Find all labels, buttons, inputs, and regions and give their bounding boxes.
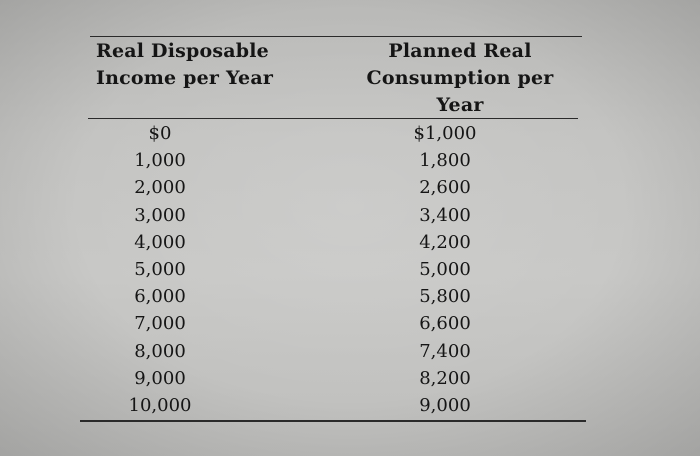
consumption-cell: 1,800	[419, 150, 471, 172]
header-divider-rule	[88, 118, 578, 119]
consumption-cell: 5,800	[419, 286, 471, 308]
income-cell: 1,000	[134, 150, 186, 172]
income-header-line-1: Real Disposable	[96, 40, 269, 62]
income-cell: 9,000	[134, 367, 186, 389]
income-cell: 5,000	[134, 258, 186, 280]
consumption-cell: 6,600	[419, 313, 471, 335]
income-cell: $0	[148, 123, 172, 144]
consumption-cell: $1,000	[413, 123, 477, 144]
consumption-cell: 8,200	[419, 367, 471, 389]
income-cell: 4,000	[134, 231, 186, 253]
table-bottom-rule	[80, 420, 586, 422]
consumption-cell: 2,600	[419, 177, 471, 199]
income-header-line-2: Income per Year	[96, 67, 274, 89]
consumption-cell: 4,200	[419, 231, 471, 253]
consumption-cell: 3,400	[419, 204, 471, 226]
consumption-header-line-2: Consumption per Year	[366, 67, 554, 116]
income-cell: 8,000	[134, 340, 186, 362]
consumption-cell: 5,000	[419, 258, 471, 280]
table-top-rule	[90, 36, 582, 37]
consumption-header-line-1: Planned Real	[388, 40, 532, 62]
income-cell: 2,000	[134, 177, 186, 199]
consumption-column-header: Planned Real Consumption per Year	[340, 38, 580, 119]
income-cell: 7,000	[134, 313, 186, 335]
income-column-header: Real Disposable Income per Year	[96, 38, 273, 92]
income-consumption-table: Real Disposable Income per Year Planned …	[80, 30, 586, 430]
income-cell: 6,000	[134, 286, 186, 308]
income-column: $0 1,000 2,000 3,000 4,000 5,000 6,000 7…	[80, 120, 240, 419]
consumption-column: $1,000 1,800 2,600 3,400 4,200 5,000 5,8…	[380, 120, 510, 419]
consumption-cell: 9,000	[419, 394, 471, 416]
income-cell: 3,000	[134, 204, 186, 226]
consumption-cell: 7,400	[419, 340, 471, 362]
income-cell: 10,000	[128, 394, 192, 416]
